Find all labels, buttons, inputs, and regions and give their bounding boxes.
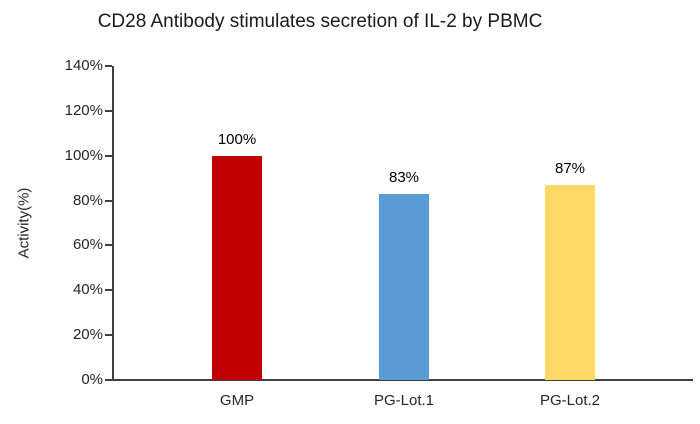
bar-value-label-gmp: 100% [217, 130, 257, 148]
y-tick-mark [105, 379, 112, 381]
x-tick-label-gmp: GMP [219, 392, 255, 409]
y-tick-mark [105, 154, 112, 157]
y-tick-label: 80% [72, 191, 103, 209]
bar-value-label-pg-lot-1: 83% [388, 168, 420, 186]
y-axis-line [112, 66, 114, 380]
bar-gmp [212, 155, 262, 380]
y-tick-mark [105, 334, 112, 337]
x-axis-line [112, 379, 693, 381]
y-tick-label: 20% [72, 326, 103, 344]
x-tick-label-pg-lot-2: PG-Lot.2 [539, 392, 601, 409]
y-tick-mark [105, 199, 112, 202]
y-tick-mark [105, 65, 112, 67]
x-tick-label-pg-lot-1: PG-Lot.1 [373, 392, 435, 409]
y-tick-label: 60% [72, 236, 103, 254]
y-tick-mark [105, 244, 112, 247]
y-tick-label: 140% [64, 57, 103, 74]
bar-pg-lot-2 [545, 184, 595, 380]
chart-title: CD28 Antibody stimulates secretion of IL… [97, 11, 543, 32]
y-tick-label: 40% [72, 281, 103, 299]
bar-pg-lot-1 [379, 193, 429, 380]
y-tick-label: 120% [64, 101, 103, 119]
y-axis-title: Activity(%) [15, 187, 33, 259]
y-tick-mark [105, 289, 112, 292]
y-tick-label: 0% [81, 371, 103, 388]
y-tick-label: 100% [64, 146, 103, 164]
y-tick-mark [105, 109, 112, 112]
bar-value-label-pg-lot-2: 87% [554, 159, 586, 177]
